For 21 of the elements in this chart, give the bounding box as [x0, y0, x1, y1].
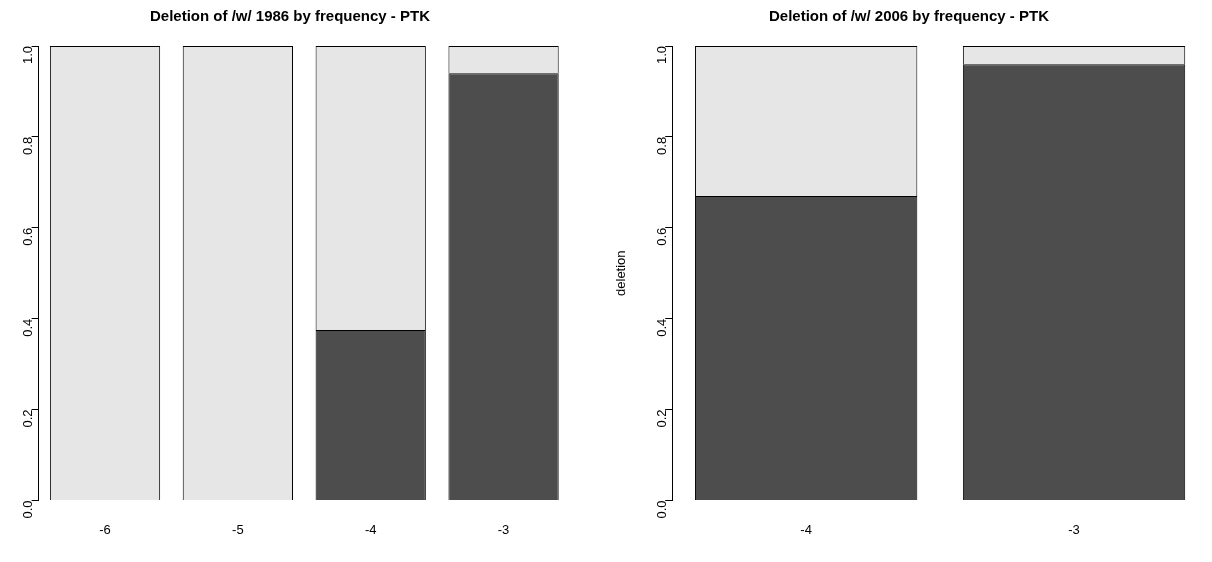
x-tick-label: -3 — [497, 521, 510, 537]
y-tick-label: 0.2 — [653, 409, 669, 428]
x-tick-label: -4 — [800, 521, 812, 537]
y-tick-label: 1.0 — [20, 46, 36, 65]
y-tick-label: 0.0 — [653, 500, 669, 519]
y-tick-label: 1.0 — [653, 46, 669, 65]
y-tick-label: 0.4 — [653, 318, 669, 337]
x-tick-label: -3 — [1068, 521, 1080, 537]
y-tick-label: 0.0 — [20, 500, 36, 519]
chart-title: Deletion of /w/ 2006 by frequency - PTK — [768, 7, 1050, 25]
y-tick-label: 0.6 — [653, 227, 669, 246]
x-tick-label: -6 — [99, 521, 111, 537]
y-tick-label: 0.8 — [20, 136, 36, 155]
y-tick-label: 0.4 — [20, 318, 36, 337]
chart-title: Deletion of /w/ 1986 by frequency - PTK — [149, 7, 431, 25]
y-axis-title: deletion — [613, 250, 629, 296]
y-tick-label: 0.8 — [653, 136, 669, 155]
y-tick-label: 0.6 — [20, 227, 36, 246]
y-tick-label: 0.2 — [20, 409, 36, 428]
x-tick-label: -4 — [364, 521, 377, 537]
x-tick-label: -5 — [232, 521, 244, 537]
